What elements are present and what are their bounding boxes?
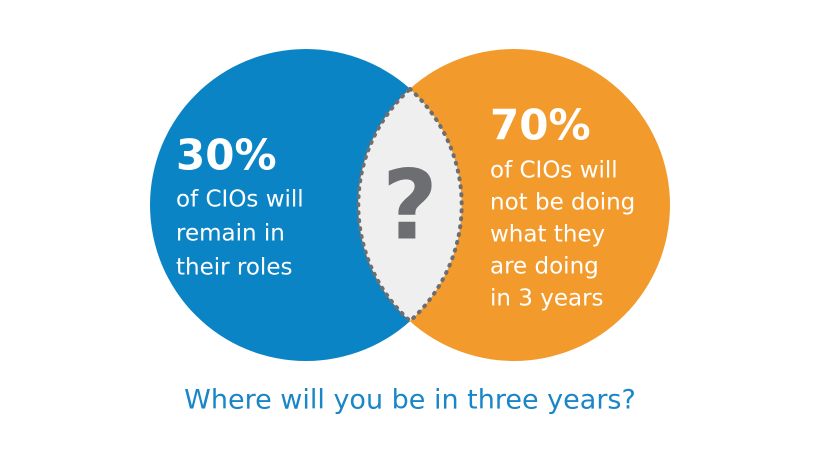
text-line: what they [490,222,605,248]
text-line: not be doing [490,190,635,216]
question-mark: ? [382,149,438,261]
text-line: of CIOs will [490,158,618,184]
caption: Where will you be in three years? [184,385,636,416]
right-text: of CIOs will not be doing what they are doi… [490,158,635,312]
left-text: of CIOs will remain in their roles [176,187,304,281]
text-line: are doing [490,254,599,280]
left-figure: 30% [176,131,277,180]
text-line: their roles [176,255,292,281]
text-line: remain in [176,221,285,247]
text-line: in 3 years [490,286,604,312]
text-line: of CIOs will [176,187,304,213]
right-figure: 70% [490,101,591,150]
overlap-lens [356,86,464,324]
